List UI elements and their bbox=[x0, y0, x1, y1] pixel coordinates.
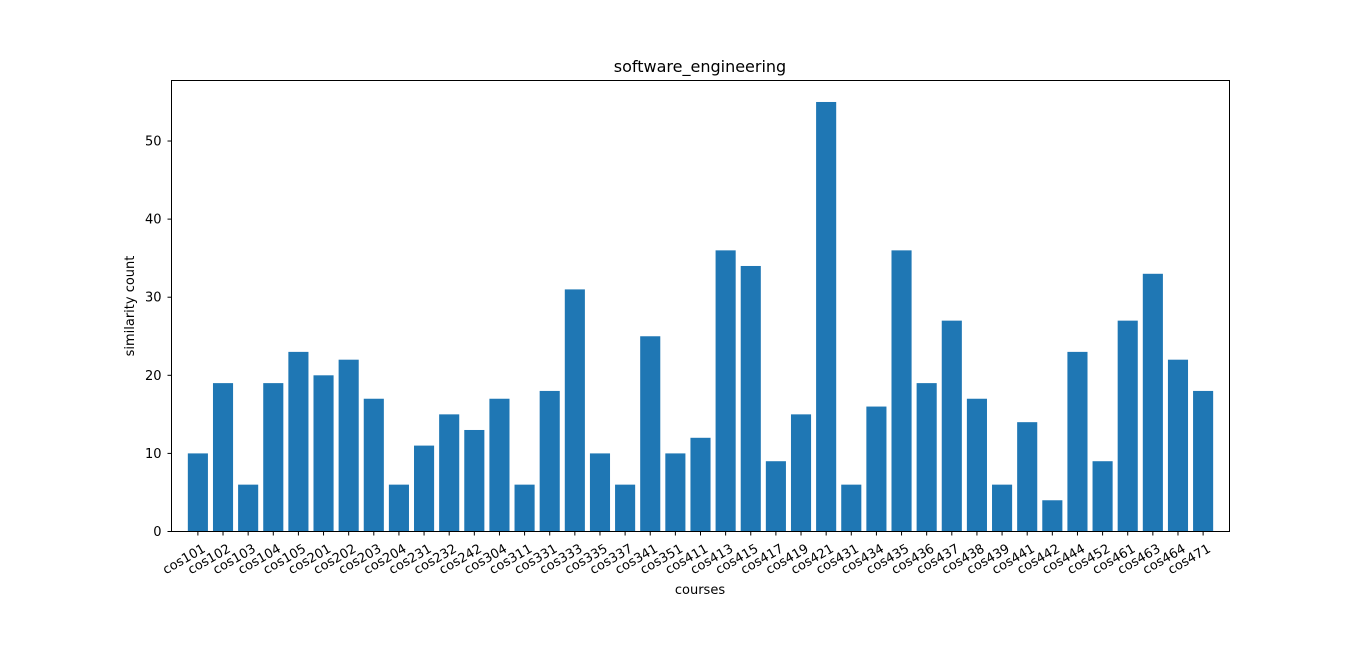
y-axis-ticks: 0 10 20 30 40 50 bbox=[145, 135, 172, 540]
bar-cos202 bbox=[338, 359, 359, 532]
bar-cos438 bbox=[966, 398, 987, 532]
bar-cos434 bbox=[866, 406, 887, 532]
bar-cos444 bbox=[1067, 351, 1088, 532]
bar-cos341 bbox=[640, 336, 661, 532]
bar-cos413 bbox=[715, 250, 736, 532]
y-tick-label: 0 bbox=[153, 525, 161, 540]
bar-cos232 bbox=[439, 414, 460, 532]
bar-cos304 bbox=[489, 398, 510, 532]
bar-cos103 bbox=[238, 484, 259, 532]
bar-cos351 bbox=[665, 453, 686, 532]
bar-cos421 bbox=[816, 101, 837, 532]
x-axis-ticks: cos101cos102cos103cos104cos105cos201cos2… bbox=[160, 531, 1214, 578]
bar-cos105 bbox=[288, 351, 309, 532]
y-tick-label: 10 bbox=[145, 447, 162, 462]
bars bbox=[187, 101, 1214, 532]
bar-cos242 bbox=[464, 429, 485, 532]
bar-cos431 bbox=[841, 484, 862, 532]
bar-cos101 bbox=[187, 453, 208, 532]
y-tick-label: 20 bbox=[145, 369, 162, 384]
bar-cos442 bbox=[1042, 500, 1063, 532]
y-tick-label: 30 bbox=[145, 291, 162, 306]
bar-cos102 bbox=[212, 383, 234, 532]
bar-cos201 bbox=[313, 375, 334, 532]
bar-cos204 bbox=[388, 484, 409, 532]
bar-cos335 bbox=[589, 453, 611, 532]
bar-cos461 bbox=[1117, 320, 1138, 532]
bar-cos436 bbox=[916, 383, 937, 532]
bar-cos439 bbox=[992, 484, 1013, 532]
bar-cos231 bbox=[414, 445, 435, 532]
bar-cos437 bbox=[941, 320, 962, 532]
y-tick-label: 50 bbox=[145, 135, 162, 150]
bar-cos331 bbox=[539, 390, 560, 532]
bar-cos203 bbox=[363, 398, 384, 532]
y-axis-label: similarity count bbox=[123, 256, 138, 357]
bar-cos419 bbox=[790, 414, 812, 532]
bar-cos104 bbox=[263, 383, 284, 532]
bar-cos463 bbox=[1142, 273, 1163, 532]
bar-cos452 bbox=[1092, 461, 1113, 532]
bar-cos471 bbox=[1193, 390, 1214, 532]
bar-cos441 bbox=[1017, 422, 1038, 532]
bar-cos415 bbox=[740, 265, 761, 532]
bar-cos464 bbox=[1167, 359, 1189, 532]
bar-cos333 bbox=[564, 289, 585, 532]
bar-cos411 bbox=[690, 437, 711, 532]
bar-cos417 bbox=[765, 461, 786, 532]
chart-title: software_engineering bbox=[614, 57, 786, 77]
x-axis-label: courses bbox=[675, 583, 725, 598]
plot-frame bbox=[171, 80, 1230, 532]
bar-cos435 bbox=[891, 250, 912, 532]
bar-cos311 bbox=[514, 484, 535, 532]
bar-cos337 bbox=[615, 484, 636, 532]
y-tick-label: 40 bbox=[145, 213, 162, 228]
